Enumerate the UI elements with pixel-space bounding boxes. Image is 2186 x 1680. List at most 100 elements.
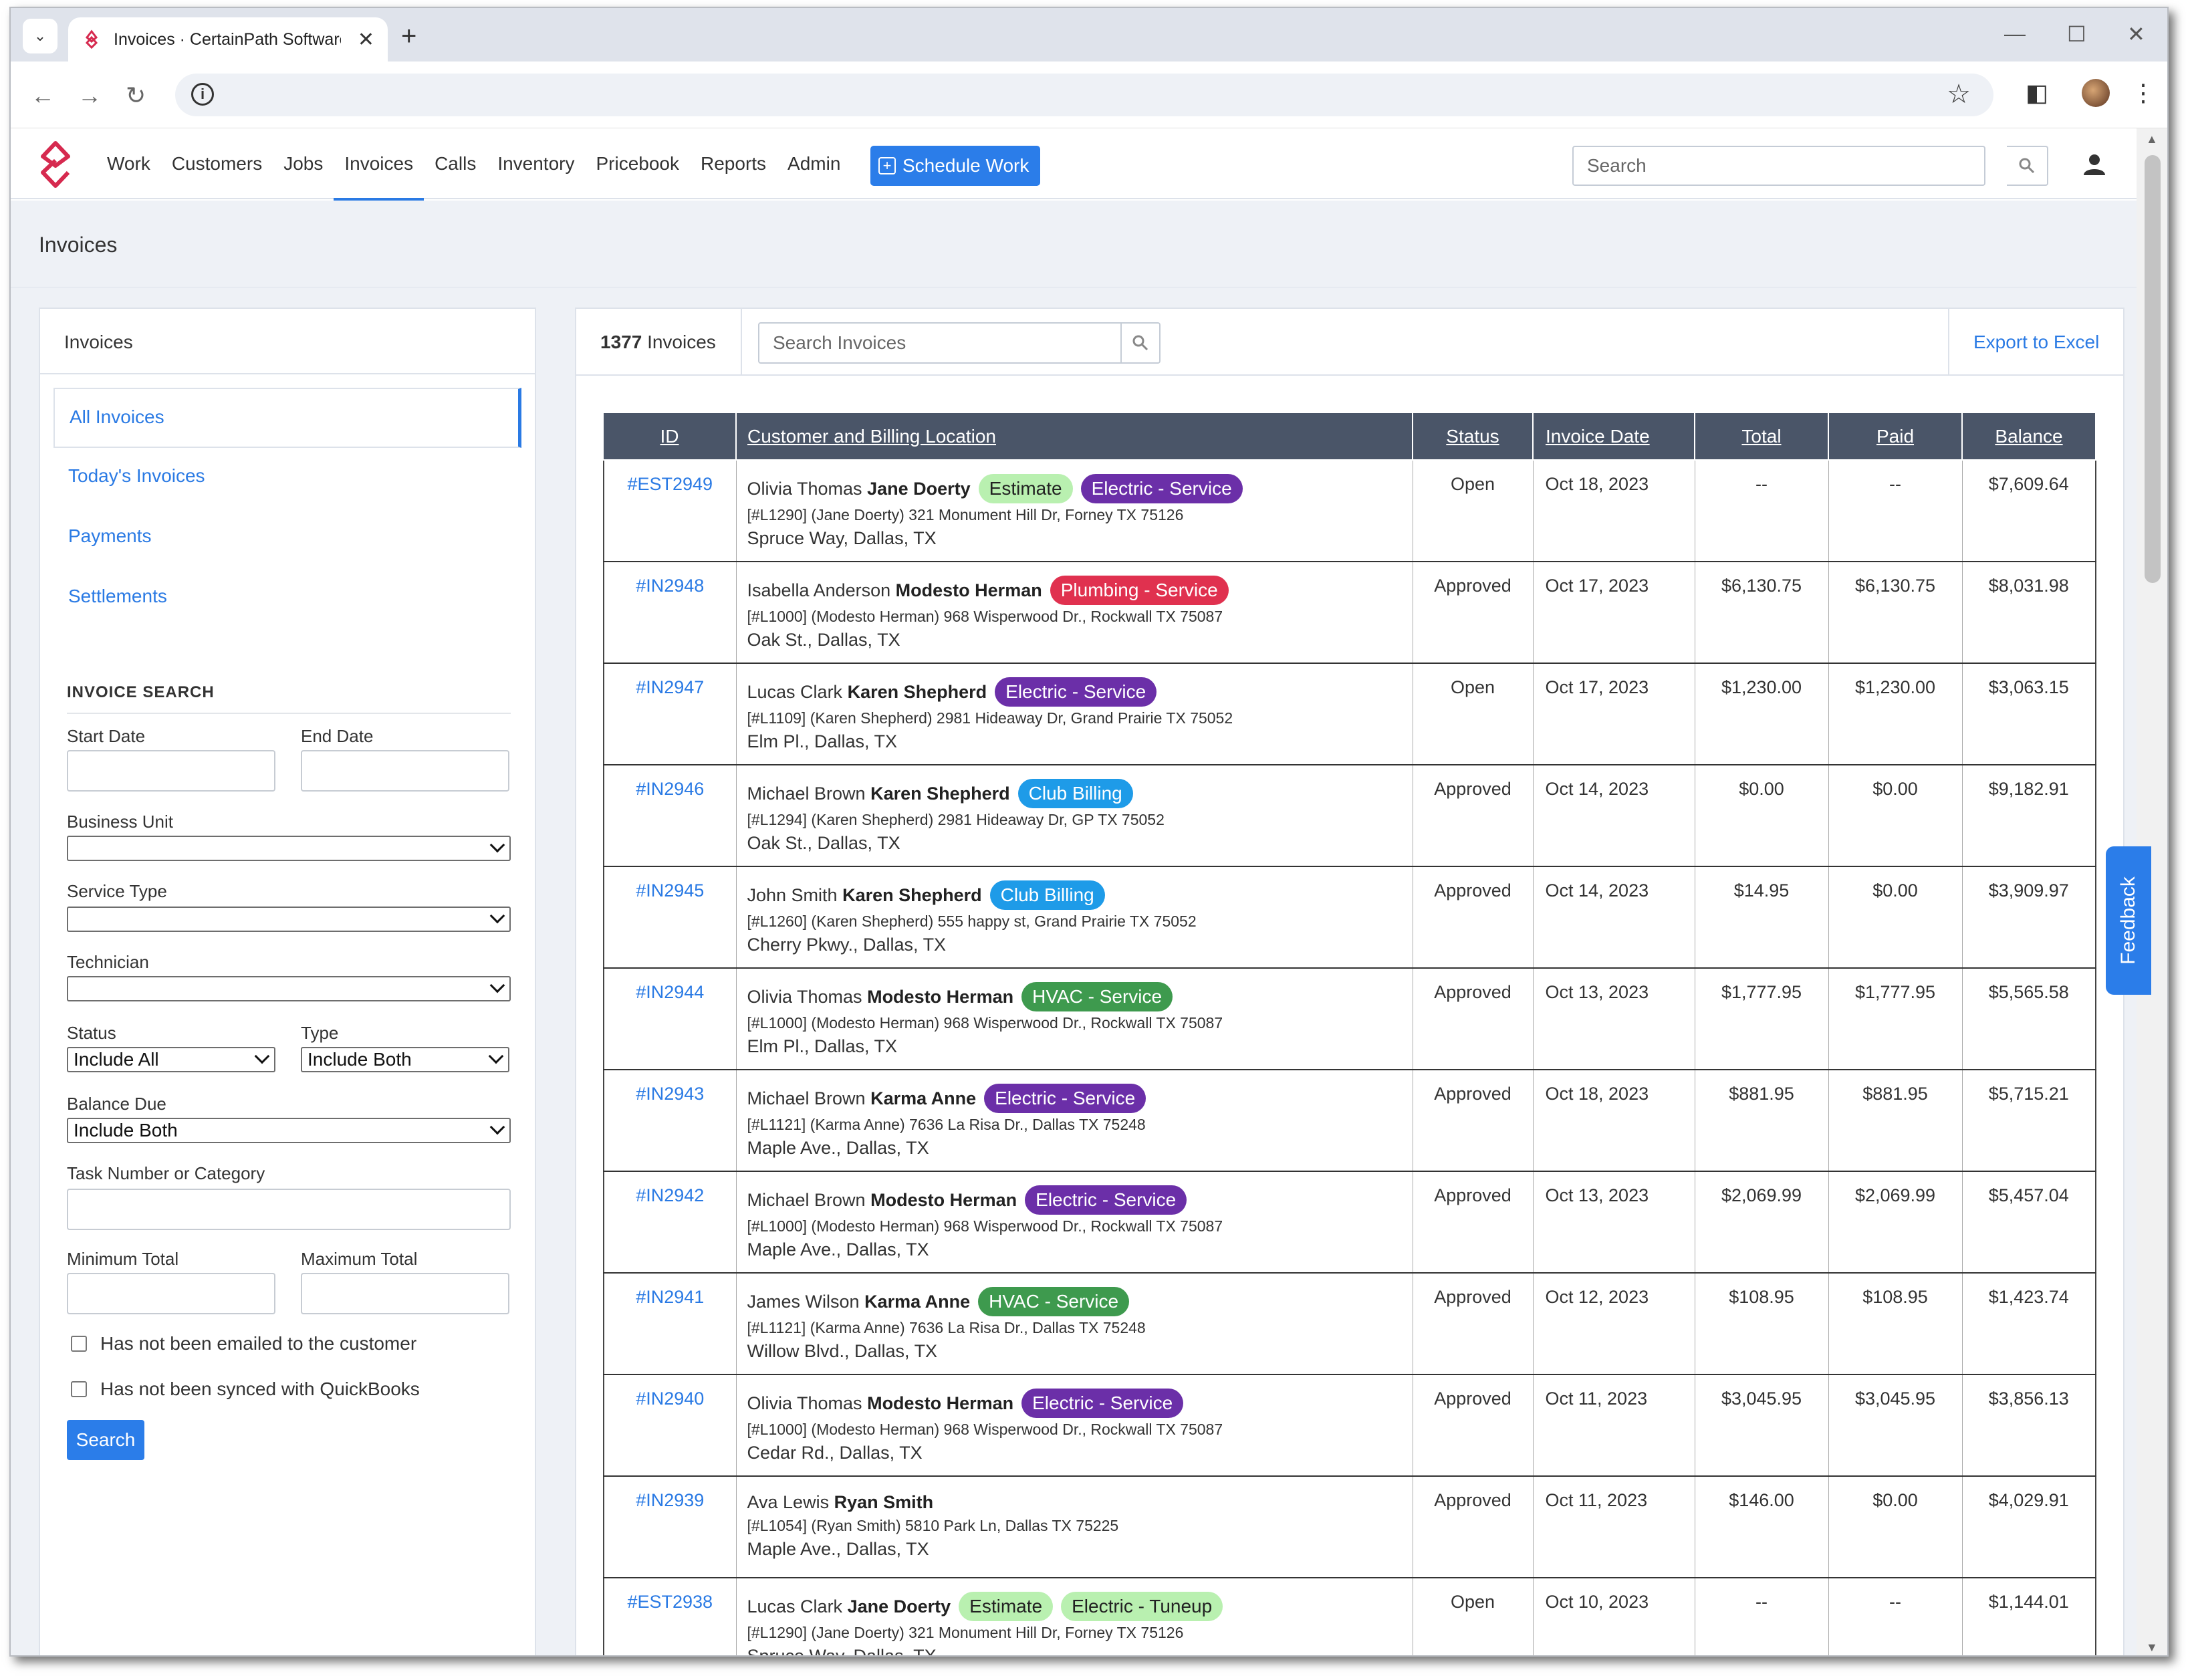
export-to-excel-link[interactable]: Export to Excel	[1973, 332, 2100, 352]
column-header-total[interactable]: Total	[1694, 413, 1829, 461]
nav-calls[interactable]: Calls	[435, 153, 477, 174]
invoice-id-link[interactable]: #IN2946	[603, 764, 737, 867]
certainpath-logo[interactable]	[35, 140, 76, 189]
balance-due-select[interactable]: Include Both	[67, 1118, 511, 1143]
nav-reports[interactable]: Reports	[701, 153, 767, 174]
forward-arrow-icon[interactable]: →	[78, 82, 102, 109]
column-header-id[interactable]: ID	[604, 413, 737, 461]
sidebar-item-all-invoices[interactable]: All Invoices	[53, 388, 521, 448]
invoice-id-link[interactable]: #IN2942	[603, 1171, 737, 1274]
invoice-id-link[interactable]: #IN2947	[603, 663, 737, 765]
invoice-id-link[interactable]: #EST2949	[603, 459, 737, 562]
total-cell: $146.00	[1694, 1475, 1829, 1578]
global-search-button[interactable]	[2007, 146, 2048, 186]
reload-icon[interactable]: ↻	[126, 82, 146, 109]
service-badge: Estimate	[959, 1592, 1054, 1621]
column-header-customer[interactable]: Customer and Billing Location	[735, 413, 1413, 461]
column-header-status[interactable]: Status	[1412, 413, 1534, 461]
search-button[interactable]: Search	[67, 1420, 144, 1460]
tab-close-icon[interactable]: ✕	[357, 28, 374, 51]
scroll-down-arrow-icon[interactable]: ▼	[2146, 1641, 2158, 1654]
sidebar-item-settlements[interactable]: Settlements	[68, 586, 167, 606]
customer-names: James Wilson Karma Anne	[747, 1290, 971, 1314]
column-header-balance[interactable]: Balance	[1961, 413, 2096, 461]
customer-names: Michael Brown Modesto Herman	[747, 1188, 1017, 1212]
user-icon[interactable]	[2083, 154, 2106, 175]
start-date-input[interactable]	[67, 750, 275, 792]
invoice-id-link[interactable]: #EST2938	[603, 1577, 737, 1655]
technician-select[interactable]	[67, 976, 511, 1001]
nav-work[interactable]: Work	[107, 153, 150, 174]
customer-line: Michael Brown Karen Shepherd Club Billing	[747, 779, 1413, 808]
back-arrow-icon[interactable]: ←	[31, 82, 55, 109]
table-row[interactable]: #IN2948 Isabella Anderson Modesto Herman P…	[603, 561, 2096, 664]
maximum-total-input[interactable]	[301, 1273, 509, 1314]
table-row[interactable]: #IN2940 Olivia Thomas Modesto Herman Elect…	[603, 1374, 2096, 1477]
column-header-invoice-date[interactable]: Invoice Date	[1532, 413, 1695, 461]
type-select[interactable]: Include Both	[301, 1047, 509, 1072]
sidebar-item-payments[interactable]: Payments	[68, 525, 152, 546]
nav-admin[interactable]: Admin	[787, 153, 841, 174]
invoice-id-link[interactable]: #IN2948	[603, 561, 737, 664]
window-close-button[interactable]: ✕	[2127, 22, 2145, 46]
service-type-select[interactable]	[67, 907, 511, 932]
scrollbar-thumb[interactable]	[2145, 155, 2161, 583]
nav-inventory[interactable]: Inventory	[497, 153, 575, 174]
tab-search-button[interactable]: ⌄	[23, 19, 57, 53]
site-info-icon[interactable]: i	[191, 83, 214, 106]
table-row[interactable]: #IN2941 James Wilson Karma Anne HVAC - Ser…	[603, 1272, 2096, 1375]
scroll-up-arrow-icon[interactable]: ▲	[2146, 132, 2158, 146]
tab-title: Invoices · CertainPath Software	[114, 29, 341, 49]
nav-invoices[interactable]: Invoices	[334, 128, 424, 201]
not-emailed-checkbox[interactable]	[71, 1336, 87, 1352]
table-row[interactable]: #IN2944 Olivia Thomas Modesto Herman HVAC …	[603, 967, 2096, 1070]
invoice-search-button[interactable]	[1120, 322, 1161, 364]
global-search-input[interactable]: Search	[1572, 146, 1985, 186]
table-row[interactable]: #EST2949 Olivia Thomas Jane Doerty Estimat…	[603, 459, 2096, 562]
table-row[interactable]: #IN2943 Michael Brown Karma Anne Electric …	[603, 1069, 2096, 1172]
nav-jobs[interactable]: Jobs	[283, 153, 324, 174]
balance-due-select-value: Include Both	[74, 1120, 178, 1141]
nav-pricebook[interactable]: Pricebook	[596, 153, 679, 174]
paid-cell: $2,069.99	[1828, 1171, 1963, 1274]
customer-name: Olivia Thomas	[747, 1393, 862, 1413]
minimum-total-input[interactable]	[67, 1273, 275, 1314]
invoice-id-link[interactable]: #IN2943	[603, 1069, 737, 1172]
browser-tab[interactable]: Invoices · CertainPath Software ✕	[68, 17, 388, 62]
bookmark-star-icon[interactable]: ☆	[1947, 80, 1971, 109]
table-row[interactable]: #IN2946 Michael Brown Karen Shepherd Club …	[603, 764, 2096, 867]
business-unit-select[interactable]	[67, 836, 511, 861]
side-panel-icon[interactable]: ◧	[2026, 79, 2049, 106]
status-select[interactable]: Include All	[67, 1047, 275, 1072]
maximum-total-label: Maximum Total	[301, 1249, 418, 1269]
profile-avatar[interactable]	[2082, 79, 2110, 107]
service-address: Spruce Way, Dallas, TX	[747, 528, 937, 548]
table-row[interactable]: #IN2939 Ava Lewis Ryan Smith [#L1054] (Rya…	[603, 1475, 2096, 1578]
sidebar-item-todays-invoices[interactable]: Today's Invoices	[68, 465, 205, 486]
maximize-button[interactable]: ☐	[2067, 22, 2086, 46]
new-tab-button[interactable]: +	[401, 21, 417, 51]
invoice-id-link[interactable]: #IN2940	[603, 1374, 737, 1477]
nav-customers[interactable]: Customers	[171, 153, 263, 174]
invoice-id-link[interactable]: #IN2939	[603, 1475, 737, 1578]
not-synced-checkbox[interactable]	[71, 1381, 87, 1397]
table-row[interactable]: #IN2942 Michael Brown Modesto Herman Elect…	[603, 1171, 2096, 1274]
table-row[interactable]: #EST2938 Lucas Clark Jane Doerty Estimate E…	[603, 1577, 2096, 1655]
schedule-work-button[interactable]: + Schedule Work	[870, 146, 1040, 186]
not-synced-label: Has not been synced with QuickBooks	[100, 1378, 420, 1399]
column-header-paid[interactable]: Paid	[1828, 413, 1963, 461]
paid-cell: $1,230.00	[1828, 663, 1963, 765]
invoice-search-input[interactable]: Search Invoices	[758, 322, 1122, 364]
invoice-id-link[interactable]: #IN2944	[603, 967, 737, 1070]
address-bar[interactable]: i ☆	[175, 74, 1993, 116]
end-date-input[interactable]	[301, 750, 509, 792]
feedback-button[interactable]: Feedback	[2106, 846, 2151, 995]
table-row[interactable]: #IN2947 Lucas Clark Karen Shepherd Electri…	[603, 663, 2096, 765]
not-emailed-label: Has not been emailed to the customer	[100, 1333, 417, 1354]
task-number-input[interactable]	[67, 1189, 511, 1230]
invoice-id-link[interactable]: #IN2941	[603, 1272, 737, 1375]
minimize-button[interactable]: —	[2004, 21, 2026, 45]
invoice-id-link[interactable]: #IN2945	[603, 866, 737, 969]
browser-menu-icon[interactable]: ⋮	[2131, 79, 2155, 106]
table-row[interactable]: #IN2945 John Smith Karen Shepherd Club Bil…	[603, 866, 2096, 969]
